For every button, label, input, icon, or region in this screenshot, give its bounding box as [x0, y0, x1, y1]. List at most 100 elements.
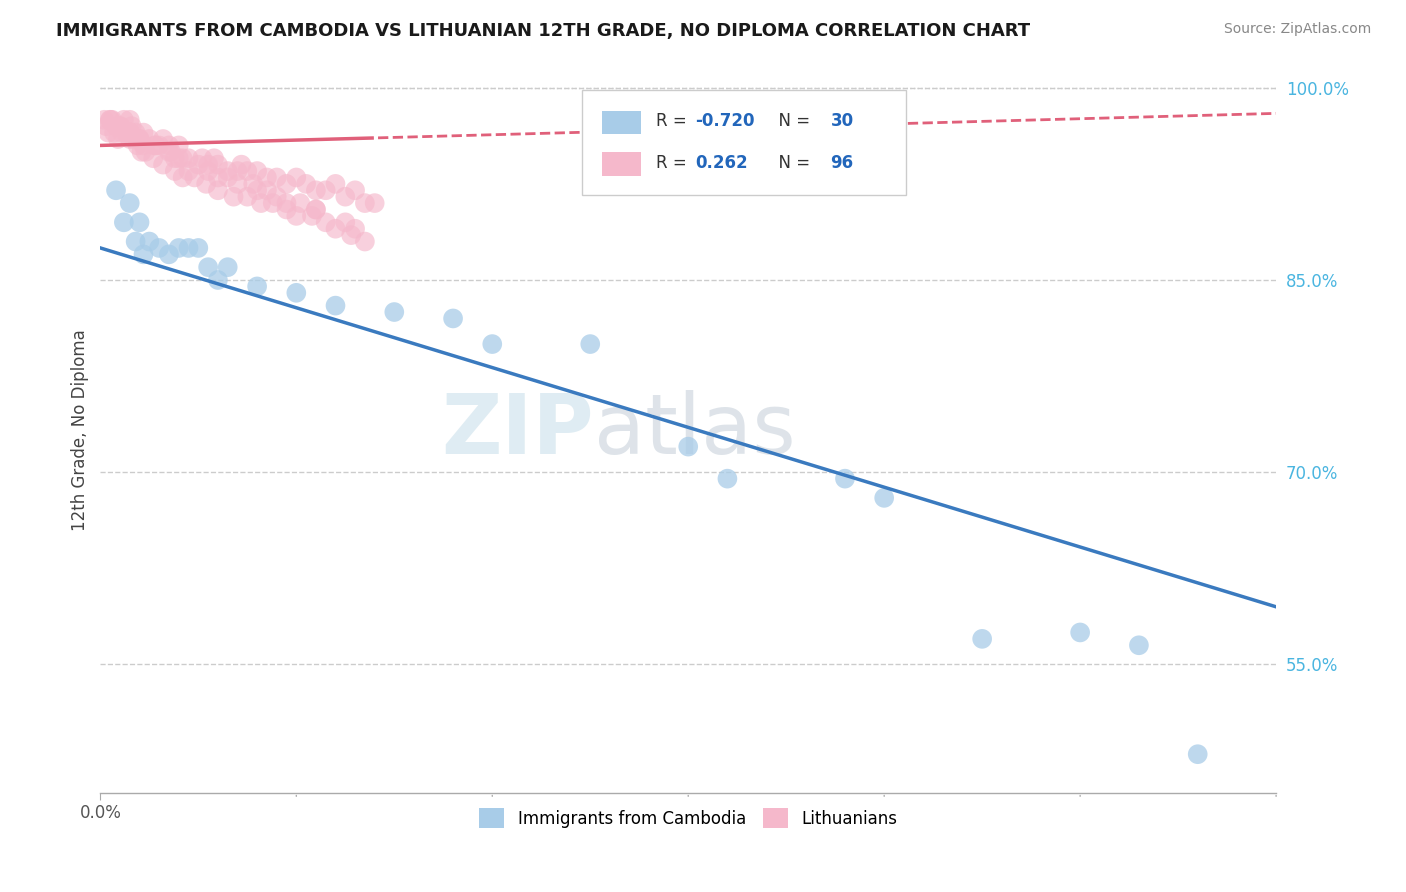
Point — [112, 112, 135, 127]
Point — [716, 472, 738, 486]
Point — [128, 215, 150, 229]
Text: ZIP: ZIP — [441, 390, 595, 471]
Point — [107, 132, 129, 146]
Point — [160, 145, 183, 159]
Point — [177, 164, 200, 178]
Point — [167, 151, 190, 165]
Point — [172, 170, 194, 185]
Point — [340, 228, 363, 243]
Point — [118, 132, 141, 146]
Point — [118, 112, 141, 127]
Point — [285, 285, 308, 300]
Point — [96, 119, 118, 133]
Text: N =: N = — [768, 112, 815, 130]
Text: N =: N = — [768, 153, 815, 171]
Point — [305, 183, 328, 197]
Point — [105, 183, 128, 197]
Point — [207, 273, 229, 287]
Point — [187, 158, 209, 172]
Point — [222, 189, 245, 203]
Point — [305, 202, 328, 217]
Point — [121, 119, 143, 133]
Point — [236, 164, 259, 178]
Text: R =: R = — [657, 153, 693, 171]
Point — [226, 177, 249, 191]
Point — [142, 151, 165, 165]
Point — [163, 164, 186, 178]
Point — [231, 158, 253, 172]
Point — [124, 126, 146, 140]
Point — [262, 196, 284, 211]
Point — [138, 132, 160, 146]
Point — [315, 215, 337, 229]
Point — [118, 126, 141, 140]
Point — [236, 189, 259, 203]
Point — [276, 196, 298, 211]
Point — [108, 119, 131, 133]
Text: atlas: atlas — [595, 390, 796, 471]
Point — [217, 164, 239, 178]
Point — [1069, 625, 1091, 640]
Text: Source: ZipAtlas.com: Source: ZipAtlas.com — [1223, 22, 1371, 37]
Text: 96: 96 — [831, 153, 853, 171]
Point — [315, 183, 337, 197]
Point — [195, 177, 218, 191]
Point — [118, 126, 141, 140]
Point — [325, 177, 347, 191]
Point — [127, 138, 149, 153]
Point — [217, 260, 239, 275]
Point — [207, 158, 229, 172]
Point — [972, 632, 994, 646]
Point — [191, 151, 214, 165]
Point — [187, 241, 209, 255]
Point — [344, 221, 367, 235]
Point — [382, 305, 405, 319]
Text: -0.720: -0.720 — [696, 112, 755, 130]
Point — [325, 299, 347, 313]
Point — [157, 145, 180, 159]
Point — [148, 138, 170, 153]
Point — [98, 112, 121, 127]
Y-axis label: 12th Grade, No Diploma: 12th Grade, No Diploma — [72, 330, 89, 532]
Legend: Immigrants from Cambodia, Lithuanians: Immigrants from Cambodia, Lithuanians — [472, 801, 904, 835]
Point — [197, 164, 219, 178]
Point — [122, 132, 145, 146]
Point — [134, 145, 156, 159]
Point — [114, 126, 136, 140]
Point — [97, 126, 120, 140]
Point — [177, 151, 200, 165]
Point — [354, 196, 377, 211]
Point — [226, 164, 249, 178]
Point — [93, 112, 115, 127]
Point — [157, 138, 180, 153]
Point — [305, 202, 328, 217]
Point — [138, 235, 160, 249]
Point — [481, 337, 503, 351]
Text: 0.262: 0.262 — [696, 153, 748, 171]
Bar — [602, 152, 641, 176]
Point — [873, 491, 896, 505]
Point — [579, 337, 602, 351]
Point — [1128, 638, 1150, 652]
Point — [111, 126, 134, 140]
Point — [132, 126, 155, 140]
Text: 30: 30 — [831, 112, 853, 130]
Point — [132, 138, 155, 153]
Point — [242, 177, 264, 191]
Point — [132, 247, 155, 261]
Point — [148, 241, 170, 255]
Point — [256, 183, 278, 197]
Point — [344, 183, 367, 197]
Point — [152, 158, 174, 172]
Point — [112, 215, 135, 229]
Point — [157, 247, 180, 261]
Point — [676, 440, 699, 454]
Point — [246, 279, 269, 293]
Point — [197, 158, 219, 172]
Point — [1187, 747, 1209, 762]
Point — [441, 311, 464, 326]
Text: IMMIGRANTS FROM CAMBODIA VS LITHUANIAN 12TH GRADE, NO DIPLOMA CORRELATION CHART: IMMIGRANTS FROM CAMBODIA VS LITHUANIAN 1… — [56, 22, 1031, 40]
FancyBboxPatch shape — [582, 90, 905, 195]
Point — [354, 235, 377, 249]
Point — [335, 215, 357, 229]
